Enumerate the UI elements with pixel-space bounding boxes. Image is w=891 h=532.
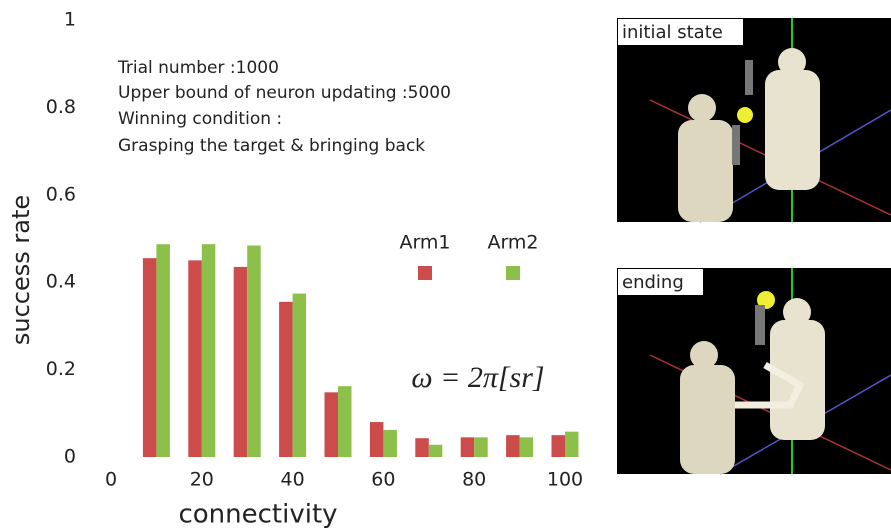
x-tick-label: 40: [281, 469, 305, 491]
arm: [745, 60, 753, 95]
figure-body: [680, 365, 735, 474]
bar: [325, 392, 339, 457]
x-tick-label: 80: [462, 469, 486, 491]
x-tick-label: 20: [190, 469, 214, 491]
y-axis-label: success rate: [7, 195, 35, 345]
target: [737, 107, 753, 123]
legend-label: Arm2: [487, 232, 538, 254]
bar: [415, 438, 429, 457]
bar: [234, 267, 248, 457]
bar: [565, 432, 579, 457]
figure-head: [778, 48, 806, 76]
x-tick-label: 0: [105, 469, 117, 491]
legend-swatch: [506, 266, 520, 280]
bar: [247, 245, 261, 457]
bar: [156, 244, 170, 457]
bar: [429, 445, 443, 457]
panel-bg: [617, 268, 891, 474]
y-tick-label: 0: [64, 446, 76, 468]
x-axis-label: connectivity: [178, 500, 337, 530]
figure-head: [690, 341, 718, 369]
legend-swatch: [418, 266, 432, 280]
bar: [202, 244, 216, 457]
y-tick-label: 0.2: [46, 358, 76, 380]
bar: [370, 422, 384, 457]
panel-label: ending: [622, 272, 684, 293]
x-tick-label: 60: [371, 469, 395, 491]
panel-label: initial state: [622, 22, 723, 43]
figure-body: [678, 120, 733, 222]
bar: [293, 294, 307, 457]
bar: [279, 302, 293, 457]
figure-head: [783, 298, 811, 326]
x-tick-label: 100: [547, 469, 583, 491]
panel-initial: initial state: [617, 18, 891, 222]
y-tick-label: 0.6: [46, 183, 76, 205]
annotation: Grasping the target & bringing back: [118, 136, 425, 156]
annotation: Winning condition :: [118, 109, 282, 129]
figure: connectivity success rate Trial number :…: [0, 0, 891, 532]
panel-ending: ending: [617, 268, 891, 474]
bar: [461, 437, 475, 457]
bar: [188, 260, 202, 457]
bar: [143, 258, 157, 457]
panel-bg: [617, 18, 891, 222]
figure-head: [688, 94, 716, 122]
bar: [552, 435, 566, 457]
annotation: Trial number :1000: [117, 58, 279, 78]
bar: [520, 437, 534, 457]
bar: [338, 386, 352, 457]
bar: [506, 435, 519, 457]
bar: [474, 437, 488, 457]
y-tick-label: 0.4: [46, 271, 76, 293]
bar: [383, 430, 397, 457]
arm: [755, 305, 765, 345]
legend-label: Arm1: [399, 232, 450, 254]
formula: ω = 2π[sr]: [411, 361, 544, 394]
arm: [732, 125, 740, 165]
figure-body: [765, 70, 820, 190]
annotation: Upper bound of neuron updating :5000: [118, 83, 451, 103]
y-tick-label: 0.8: [46, 96, 76, 118]
y-tick-label: 1: [64, 9, 76, 31]
